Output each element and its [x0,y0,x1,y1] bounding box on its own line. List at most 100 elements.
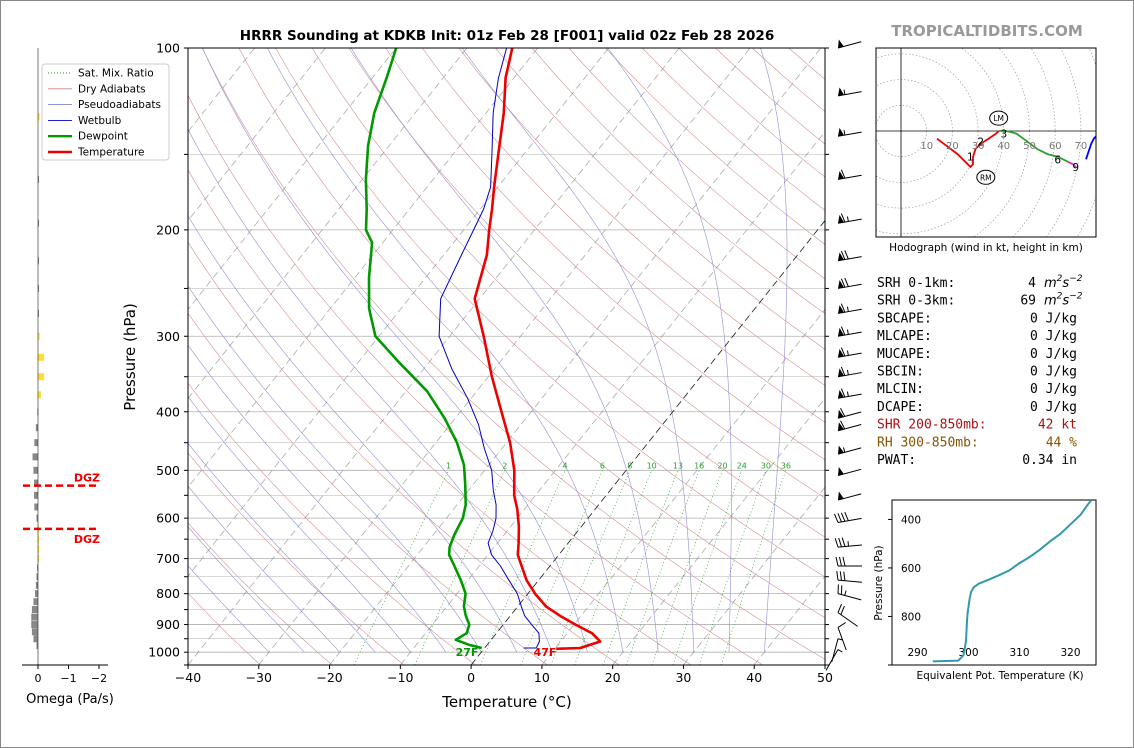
dry-adiabat-line [458,48,825,386]
omega-bar [37,564,39,572]
wind-barb-feather [840,250,846,260]
index-unit-base: m [1044,294,1057,309]
index-unit-mid: s [1062,294,1069,309]
mixing-ratio-label: 1 [446,461,451,470]
index-row: SHR 200-850mb: 42 kt [877,418,1077,433]
wind-barb [837,87,862,97]
wind-barb-feather [840,303,846,313]
mixing-ratio-lines [353,470,787,665]
pressure-tick-label: 1000 [148,645,180,660]
mixing-ratio-label: 30 [761,461,771,470]
legend-entries: Sat. Mix. Ratio Dry Adiabats Pseudoadiabat… [48,68,161,159]
pseudoadiabat-line [188,128,553,653]
wind-barb-staff [837,612,858,627]
pseudoadiabat-line [188,442,376,653]
wind-barb-feather [840,420,846,430]
wind-barb [837,127,862,137]
omega-bar [31,606,38,614]
hodograph-segment [936,130,1000,169]
mixing-ratio-label: 4 [563,461,568,470]
hodograph-height-label: 9 [1072,162,1079,174]
wind-barb-pennant [838,409,844,419]
dry-adiabat-line [188,522,333,665]
wind-barb-pennant [838,368,844,377]
index-value: 4 [1028,276,1036,291]
omega-bar [38,391,42,399]
mixing-ratio-line [353,470,449,665]
temperature-tick-label: −30 [246,670,272,685]
index-value: 0 J/kg [1030,365,1077,380]
pressure-tick-label: 700 [156,551,180,566]
temperature-tick-label: 50 [817,670,833,685]
pressure-tick-label: 200 [156,222,180,237]
wind-barb-feather [835,556,839,567]
pseudoadiabat-line [188,344,447,653]
index-label: SRH 0-3km: [877,294,955,309]
skewt-panel: 1 2 4 6 8 10 13 16 20 24 30 36 −40 −30 −20 −10 0 10 20 30 4… [41,41,833,711]
wind-barb-staff [837,411,862,419]
index-row: SRH 0-3km: 69 m2s−2 [877,292,1083,309]
wind-barb-staff [837,468,862,476]
wind-barb-staff [837,447,862,455]
hodograph-marker-label: RM [980,173,992,182]
wind-barb-half-feather [843,130,846,136]
wind-barb-feather [844,277,849,287]
omega-bar [38,257,39,265]
omega-tick-label: −2 [91,672,107,685]
pressure-tick-label: 100 [156,41,180,56]
omega-bar [34,479,38,487]
wind-barb-pennant [838,127,844,137]
mixing-ratio-line [414,470,506,665]
temperature-tick-label: 10 [534,670,550,685]
index-row: SBCAPE: 0 J/kg [877,311,1077,326]
wind-barb-pennant [838,305,844,314]
index-row: SBCIN: 0 J/kg [877,365,1077,380]
wind-barb-half-feather [844,590,847,596]
pressure-tick-label: 300 [156,329,180,344]
profile-wetbulb [438,48,540,649]
wind-barb-feather [837,603,842,613]
wind-barb [825,649,843,671]
theta-e-y-tick-label: 400 [901,514,921,526]
omega-bar [34,503,38,511]
hodograph-caption: Hodograph (wind in kt, height in km) [889,242,1083,254]
dry-adiabat-line [385,48,825,461]
wind-barbs [825,39,862,671]
hodograph-ring-label: 70 [1075,141,1088,152]
dry-adiabat-line [188,312,548,665]
wind-barb [837,169,862,180]
wind-barb [834,537,862,548]
wind-barb-feather [840,326,846,336]
wind-barb-pennant [838,327,844,337]
legend-label: Sat. Mix. Ratio [78,68,154,80]
index-label: MLCAPE: [877,329,932,344]
wind-barb [837,388,862,399]
index-value: 0 J/kg [1030,347,1077,362]
wind-barb-half-feather [846,369,849,375]
dry-adiabat-line [311,48,825,538]
hodograph-frame [875,47,1097,238]
wind-barb [837,250,862,262]
pseudoadiabat-line [350,48,659,653]
pressure-tick-label: 600 [156,511,180,526]
omega-bar [38,353,45,361]
theta-e-x-tick-label: 310 [1009,647,1029,659]
dry-adiabat-line [421,48,825,423]
wind-barb-feather [840,213,846,223]
index-value: 0 J/kg [1030,311,1077,326]
hodograph-storm-motion-marker [976,169,996,185]
mixing-ratio-label: 36 [781,461,791,470]
wind-barb-feather [837,513,842,523]
wind-barb-half-feather [843,89,846,95]
index-label: SBCIN: [877,365,924,380]
wind-barb [837,491,862,501]
legend-box [41,63,170,161]
pseudoadiabat-line [202,48,588,653]
temperature-tick-label: 30 [675,670,691,685]
wind-barb-pennant [838,280,844,289]
wind-barb-feather [839,556,842,567]
wind-barb-feather [840,388,846,398]
